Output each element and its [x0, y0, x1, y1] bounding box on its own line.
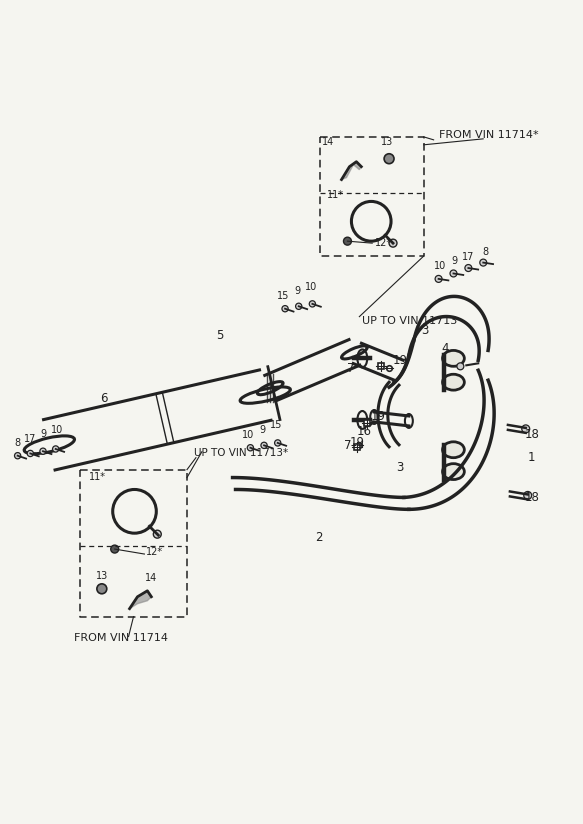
Text: 10: 10 [305, 282, 317, 292]
Polygon shape [129, 591, 152, 609]
Text: FROM VIN 11714: FROM VIN 11714 [74, 634, 168, 644]
Text: 14: 14 [145, 573, 157, 583]
Circle shape [261, 442, 267, 448]
Circle shape [111, 545, 119, 553]
Text: 10: 10 [434, 261, 447, 271]
Circle shape [282, 306, 288, 311]
Ellipse shape [442, 442, 464, 457]
Circle shape [275, 440, 281, 446]
Circle shape [457, 363, 464, 370]
Circle shape [343, 237, 352, 245]
Ellipse shape [442, 374, 464, 390]
Text: UP TO VIN 11713*: UP TO VIN 11713* [194, 447, 288, 457]
Circle shape [27, 451, 33, 456]
Text: 7: 7 [345, 439, 352, 452]
Text: 6: 6 [100, 391, 107, 405]
Text: 10: 10 [51, 425, 64, 435]
Text: 1: 1 [528, 452, 535, 464]
Text: 9: 9 [40, 428, 47, 439]
Circle shape [450, 270, 457, 277]
Text: UP TO VIN 11713: UP TO VIN 11713 [362, 316, 458, 325]
Text: 12*: 12* [375, 238, 392, 248]
Text: 17: 17 [462, 252, 475, 262]
Circle shape [309, 301, 315, 307]
Circle shape [296, 303, 302, 310]
Text: 13: 13 [381, 137, 393, 147]
Circle shape [435, 275, 442, 283]
Circle shape [40, 448, 46, 454]
Text: 14: 14 [322, 137, 334, 147]
Text: 19: 19 [393, 353, 408, 367]
Circle shape [480, 259, 487, 266]
Text: 3: 3 [421, 324, 428, 337]
Circle shape [389, 239, 397, 247]
Text: 16: 16 [356, 425, 371, 438]
Text: 10: 10 [243, 430, 255, 440]
Text: 12*: 12* [146, 547, 163, 557]
Text: 13: 13 [96, 571, 108, 581]
Polygon shape [342, 162, 361, 180]
Text: 18: 18 [525, 428, 540, 442]
Text: 5: 5 [216, 329, 223, 342]
Text: 8: 8 [15, 438, 21, 447]
Circle shape [522, 425, 530, 433]
Text: 8: 8 [482, 247, 488, 257]
Circle shape [524, 491, 532, 499]
Circle shape [153, 530, 161, 538]
Circle shape [15, 452, 21, 459]
Circle shape [52, 446, 59, 452]
Ellipse shape [442, 464, 464, 480]
Text: 9: 9 [259, 425, 265, 435]
Text: 17: 17 [24, 433, 37, 444]
Text: 2: 2 [315, 531, 322, 544]
Text: 15: 15 [270, 420, 282, 430]
Text: 11*: 11* [89, 471, 106, 481]
Text: 11*: 11* [327, 190, 344, 200]
Text: 7: 7 [347, 362, 355, 375]
Text: 19: 19 [370, 410, 385, 424]
Text: 18: 18 [525, 491, 540, 504]
Text: 19: 19 [349, 436, 364, 449]
Circle shape [465, 265, 472, 272]
Text: 9: 9 [294, 286, 300, 296]
Text: FROM VIN 11714*: FROM VIN 11714* [438, 130, 538, 140]
Circle shape [247, 445, 254, 451]
Ellipse shape [442, 350, 464, 367]
Circle shape [384, 154, 394, 164]
Circle shape [97, 584, 107, 594]
Text: 3: 3 [396, 461, 403, 474]
Text: 4: 4 [441, 342, 449, 355]
Text: 15: 15 [277, 291, 289, 301]
Text: 9: 9 [451, 256, 458, 266]
